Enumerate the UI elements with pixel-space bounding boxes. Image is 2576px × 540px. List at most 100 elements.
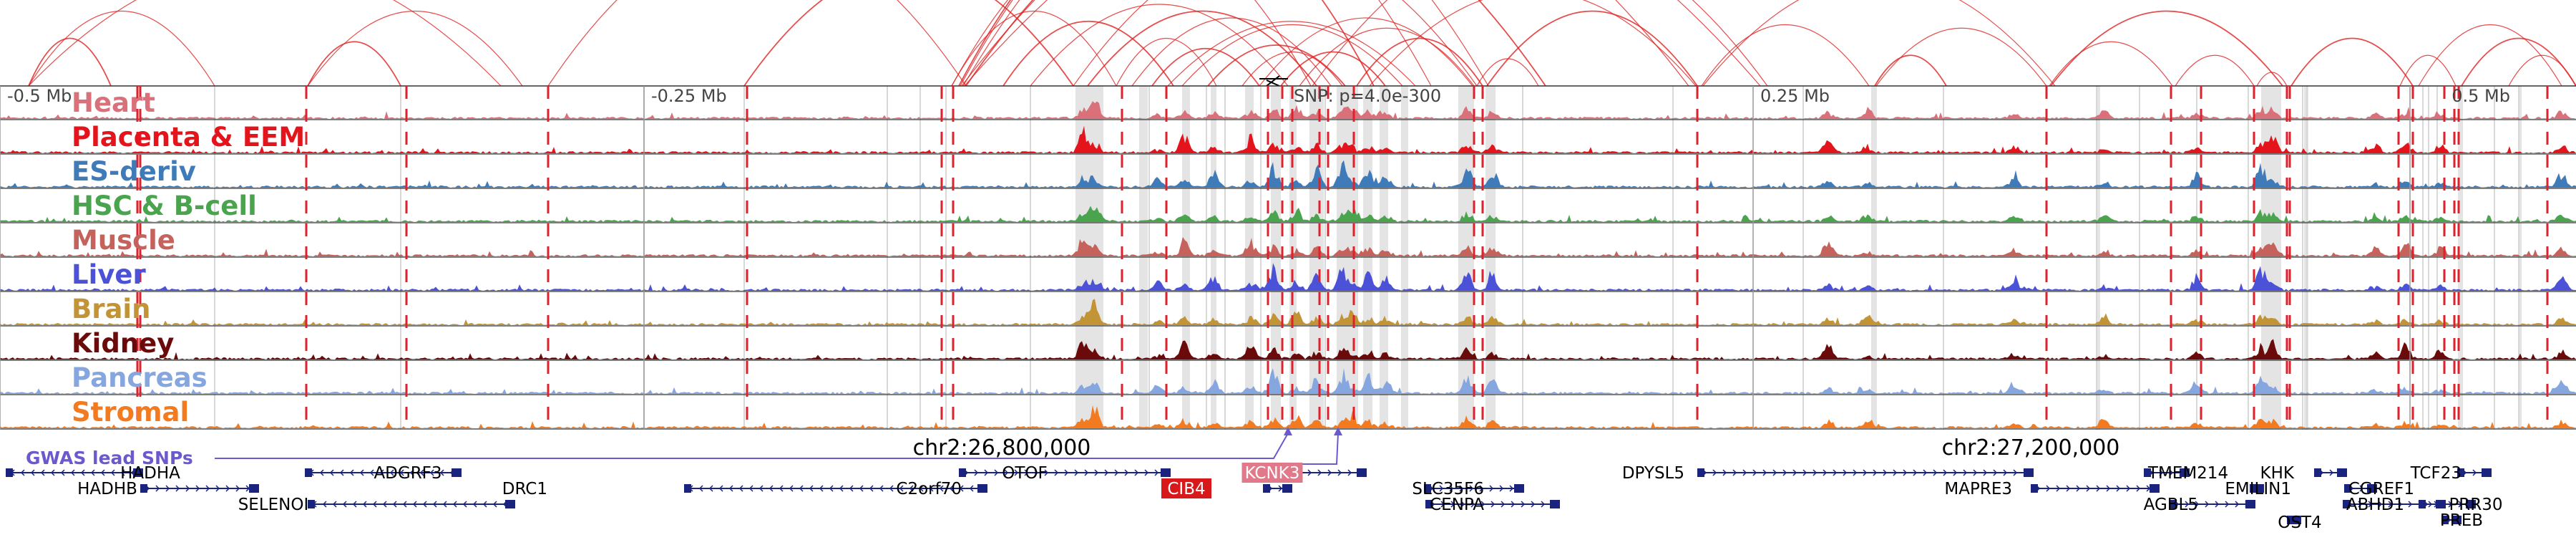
signal-1 — [0, 125, 2576, 153]
gene-label[interactable]: OST4 — [2278, 514, 2321, 532]
gene-label[interactable]: TCF23 — [2410, 464, 2462, 483]
gene-strand-arrow — [2359, 485, 2364, 492]
gene-label[interactable]: OTOF — [1002, 464, 1048, 483]
gene-highlight-box — [1161, 478, 1211, 498]
gene-strand-arrow — [1317, 469, 1322, 476]
gene-strand-arrow — [1154, 469, 1159, 476]
chromatin-loop — [28, 11, 215, 87]
gene-label[interactable]: CENPA — [1430, 496, 1484, 514]
gene-strand-arrow — [859, 485, 864, 492]
gene-label[interactable]: HADHB — [77, 480, 137, 498]
gene-strand-arrow — [349, 469, 354, 476]
signal-tracks — [0, 85, 2576, 430]
gene-strand-arrow — [319, 469, 324, 476]
gene-highlight-box — [1241, 463, 1303, 483]
gene-strand-arrow — [1823, 469, 1828, 476]
gene-strand-arrow — [959, 485, 964, 492]
chromatin-loop — [965, 0, 1546, 87]
gene-label[interactable]: DRC1 — [502, 480, 547, 498]
gene-label[interactable]: SLC35F6 — [1412, 480, 1484, 498]
gene-exon — [959, 468, 966, 477]
gene-strand-arrow — [1923, 469, 1928, 476]
gene-label[interactable]: CIB4 — [1167, 480, 1205, 498]
gene-exon — [1424, 484, 1431, 493]
gene-strand-arrow — [432, 501, 437, 508]
gene-strand-arrow — [329, 469, 334, 476]
gene-strand-arrow — [698, 485, 703, 492]
highlight-band — [2458, 86, 2463, 430]
gwas-track: GWAS lead SNPs — [26, 427, 1342, 468]
gene-strand-arrow — [1134, 469, 1139, 476]
gene-exon — [684, 484, 691, 493]
gene-strand-arrow — [1742, 469, 1747, 476]
gene-label[interactable]: HADHA — [120, 464, 180, 483]
chromatin-loop — [307, 10, 523, 87]
gene-strand-arrow — [2169, 469, 2174, 476]
signal-5 — [0, 263, 2576, 291]
scale-tick-label: -0.25 Mb — [651, 86, 727, 106]
gene-strand-arrow — [100, 469, 105, 476]
gene-strand-arrow — [155, 485, 160, 492]
gene-exon — [2180, 468, 2190, 477]
gene-strand-arrow — [758, 485, 763, 492]
gene-strand-arrow — [80, 469, 85, 476]
gene-strand-arrow — [1449, 485, 1454, 492]
gene-exon — [249, 484, 259, 493]
gene-exon — [452, 468, 462, 477]
gene-strand-arrow — [442, 501, 447, 508]
gene-exon — [308, 500, 315, 508]
chromatin-loop — [1702, 0, 2056, 87]
gene-label[interactable]: DPYSL5 — [1622, 464, 1684, 483]
gene-label[interactable]: PRR30 — [2449, 496, 2502, 514]
gene-strand-arrow — [1459, 485, 1464, 492]
gene-exon — [2344, 484, 2351, 493]
gene-strand-arrow — [919, 485, 924, 492]
highlight-band — [1245, 86, 1254, 430]
chromatin-loop — [547, 0, 967, 87]
gene-strand-arrow — [1491, 501, 1496, 508]
gene-strand-arrow — [235, 485, 240, 492]
track-label-2: ES-deriv — [72, 156, 196, 187]
gene-label[interactable]: KHK — [2260, 464, 2295, 483]
gene-strand-arrow — [1014, 469, 1019, 476]
gene-exon — [2343, 500, 2350, 508]
gene-strand-arrow — [809, 485, 814, 492]
gene-strand-arrow — [819, 485, 824, 492]
gene-strand-arrow — [1511, 501, 1516, 508]
gene-strand-arrow — [1752, 469, 1757, 476]
gene-strand-arrow — [708, 485, 713, 492]
gene-strand-arrow — [1521, 501, 1526, 508]
gene-label[interactable]: TMEM214 — [2147, 464, 2228, 483]
gene-strand-arrow — [879, 485, 884, 492]
gene-label[interactable]: EMILIN1 — [2225, 480, 2291, 498]
chromatin-loop — [951, 10, 1117, 87]
gene-strand-arrow — [1509, 485, 1514, 492]
gene-strand-arrow — [392, 501, 397, 508]
gene-label[interactable]: KCNK3 — [1245, 464, 1300, 483]
gene-label[interactable]: SELENOI — [238, 496, 309, 514]
track-label-3: HSC & B-cell — [72, 191, 257, 221]
gene-exon — [1357, 468, 1367, 477]
gene-label[interactable]: PREB — [2440, 511, 2483, 530]
gene-exon — [140, 484, 147, 493]
coordinate-label: chr2:27,200,000 — [1942, 435, 2120, 461]
gene-label[interactable]: ADGRF3 — [374, 464, 441, 483]
gene-strand-arrow — [1064, 469, 1069, 476]
chromatin-loop — [1486, 10, 1698, 87]
gene-strand-arrow — [2106, 485, 2111, 492]
chromatin-loop — [2175, 54, 2255, 87]
gene-strand-arrow — [1034, 469, 1039, 476]
chromatin-loop — [1369, 0, 1697, 87]
gene-strand-arrow — [225, 485, 230, 492]
gene-label[interactable]: C2orf70 — [896, 480, 962, 498]
signal-7 — [0, 339, 2576, 360]
gene-strand-arrow — [1993, 469, 1998, 476]
gwas-snp-marker — [1334, 427, 1342, 435]
gene-label[interactable]: MAPRE3 — [1944, 480, 2012, 498]
gene-strand-arrow — [994, 469, 999, 476]
chromatin-loop — [1312, 0, 1768, 87]
gene-strand-arrow — [2076, 485, 2081, 492]
gene-label[interactable]: CGREF1 — [2348, 480, 2414, 498]
gene-label[interactable]: ABHD1 — [2346, 496, 2404, 514]
gene-label[interactable]: AGBL5 — [2144, 496, 2198, 514]
